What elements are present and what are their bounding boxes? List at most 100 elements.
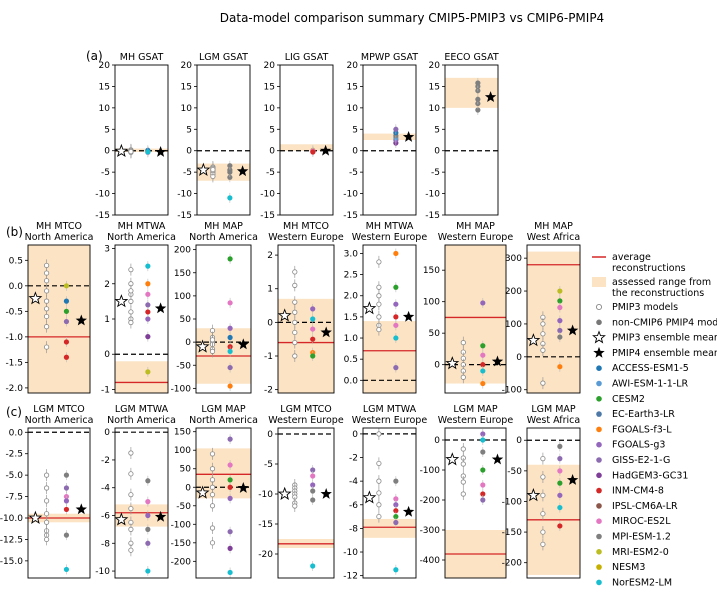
pmip4-model-point [145, 568, 151, 574]
y-tick-label: -5.0 [5, 471, 23, 481]
y-tick-label: -200 [420, 496, 441, 506]
pmip4-model-point [145, 291, 151, 297]
legend-open-star [592, 330, 606, 344]
y-tick-label: 15 [429, 82, 440, 92]
axes-frame [362, 64, 417, 216]
y-tick-label: 10 [181, 104, 193, 114]
pmip3-model-point [128, 471, 134, 477]
y-tick-label: -8 [101, 539, 110, 549]
legend-label: PMIP3 ensemble mean [612, 333, 717, 344]
panel-title: Western Europe [352, 415, 428, 426]
pmip4-model-point [145, 263, 151, 269]
legend-dot [596, 487, 602, 494]
pmip4-model-point [393, 335, 399, 341]
pmip4-model-point [393, 513, 399, 520]
y-tick-label: -15 [425, 211, 440, 221]
pmip3-model-point [540, 456, 546, 462]
legend-item: EC-Earth3-LR [596, 409, 675, 420]
y-tick-label: 0 [516, 353, 522, 363]
legend-dot [596, 319, 602, 326]
legend-dot [596, 533, 602, 540]
panel-title: MH MTWA [118, 221, 166, 232]
y-tick-label: 5 [186, 125, 192, 135]
pmip4-ensemble-mean [75, 503, 87, 515]
pmip4-ensemble-mean [320, 326, 332, 338]
pmip4-model-point [227, 383, 233, 389]
assessed-range-band [115, 361, 168, 393]
pmip3-model-point [128, 505, 134, 512]
y-tick-label: -200 [502, 559, 523, 569]
pmip4-model-point [227, 495, 233, 501]
pmip4-model-point [63, 298, 70, 304]
legend-label: PMIP4 ensemble mean [612, 348, 717, 359]
y-tick-label: -100 [502, 386, 523, 396]
y-tick-label: -15.0 [0, 557, 23, 567]
legend-dot [596, 411, 602, 417]
y-tick-label: 20 [264, 61, 276, 71]
y-tick-label: -150 [171, 539, 192, 549]
assessed-range-band [115, 504, 168, 527]
y-tick-label: 10 [429, 104, 441, 114]
y-tick-label: 15 [264, 82, 275, 92]
pmip4-model-point [227, 484, 233, 490]
figure-title: Data-model comparison summary CMIP5-PMIP… [220, 11, 604, 25]
legend-label: assessed range from [612, 277, 711, 288]
pmip4-model-point [393, 322, 399, 328]
y-tick-label: -15 [258, 520, 273, 530]
assessed-range-band [527, 251, 580, 393]
pmip3-model-point [209, 348, 216, 354]
pmip4-model-point [145, 512, 151, 519]
pmip4-model-point [557, 298, 563, 304]
pmip4-model-point [310, 467, 316, 473]
panel-title: EECO GSAT [444, 52, 498, 63]
y-tick-label: -5 [183, 168, 192, 178]
pmip4-model-point [480, 362, 486, 368]
pmip4-model-point [480, 368, 486, 374]
pmip3-model-point [376, 259, 382, 265]
legend-label: MIROC-ES2L [612, 516, 671, 527]
y-tick-label: -15 [260, 211, 275, 221]
pmip3-model-point [43, 511, 50, 517]
pmip4-model-point [393, 365, 399, 371]
pmip4-model-point [310, 488, 316, 494]
panel-title: LGM MAP [201, 404, 246, 415]
pmip4-model-point [557, 492, 563, 498]
y-tick-label: 2.0 [344, 292, 359, 302]
panel-title: LGM MAP [453, 404, 498, 415]
panel-title: MH MTCO [36, 221, 82, 232]
pmip4-model-point [393, 502, 399, 508]
y-tick-label: -7.5 [5, 493, 23, 503]
legend-dot [596, 396, 602, 402]
pmip4-model-point [557, 456, 563, 462]
pmip4-model-point [145, 334, 151, 340]
pmip3-model-point [43, 298, 50, 304]
pmip4-ensemble-mean [75, 314, 87, 326]
pmip4-model-point [393, 284, 399, 290]
panel-title: MH MTCO [283, 221, 329, 232]
y-tick-label: 0 [352, 430, 358, 440]
pmip4-model-point [63, 339, 70, 345]
pmip3-model-point [128, 267, 134, 273]
pmip4-model-point [227, 163, 233, 169]
y-tick-label: 2.5 [344, 271, 358, 281]
panel-title: Western Europe [268, 232, 344, 243]
pmip4-model-point [310, 316, 316, 322]
pmip3-model-point [43, 498, 50, 504]
legend-dot [596, 426, 602, 433]
pmip3-model-point [128, 547, 134, 553]
pmip3-ensemble-mean [195, 485, 210, 499]
y-tick-label: -15 [343, 211, 358, 221]
pmip3-ensemble-mean [196, 162, 211, 176]
pmip4-model-point [145, 281, 151, 287]
y-tick-label: -2 [349, 454, 358, 464]
pmip3-model-point [376, 490, 382, 496]
y-tick-label: -200 [171, 557, 192, 567]
axes-frame [195, 427, 252, 579]
y-tick-label: -100 [420, 466, 441, 476]
panel-title: LIG GSAT [285, 52, 329, 63]
